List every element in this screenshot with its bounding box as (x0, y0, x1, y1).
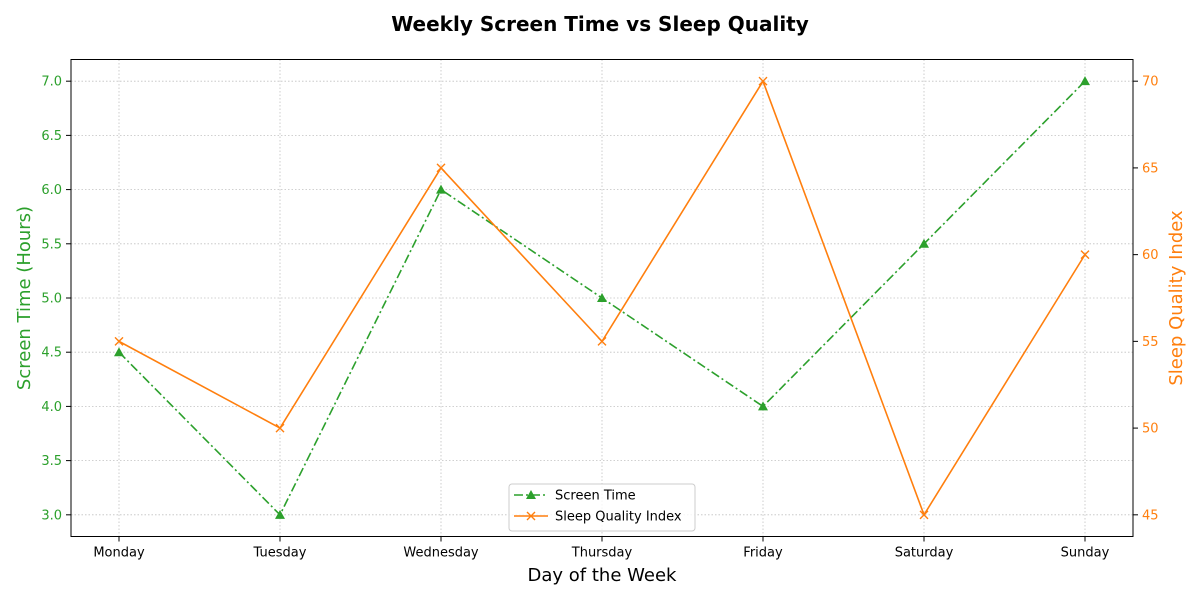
y2-axis-label: Sleep Quality Index (1166, 210, 1187, 386)
data-point-triangle-marker (275, 509, 285, 519)
data-point-x-marker (597, 336, 607, 346)
y-axis-label: Screen Time (Hours) (14, 206, 35, 390)
y-tick-label: 5.5 (41, 237, 62, 252)
x-tick-label: Thursday (571, 546, 633, 561)
y2-tick-label: 60 (1142, 248, 1159, 263)
data-point-triangle-marker (114, 347, 124, 357)
y-tick-label: 5.0 (41, 292, 62, 307)
series-layer (114, 76, 1090, 520)
y-tick-label: 3.0 (41, 508, 62, 523)
x-tick-label: Monday (93, 546, 145, 561)
x-tick-label: Tuesday (253, 546, 307, 561)
y-axis-left: 3.0 3.5 4.0 4.5 5.0 5.5 6.0 6.5 7.0 (41, 75, 71, 523)
x-tick-label: Saturday (895, 546, 954, 561)
chart-title: Weekly Screen Time vs Sleep Quality (391, 12, 809, 36)
y-tick-label: 4.5 (41, 346, 62, 361)
data-point-triangle-marker (1080, 76, 1090, 86)
x-axis: Monday Tuesday Wednesday Thursday Friday Satu… (93, 536, 1110, 561)
legend-label-sleep-quality: Sleep Quality Index (555, 510, 682, 525)
y-tick-label: 4.0 (41, 400, 62, 415)
legend: Screen Time Sleep Quality Index (508, 483, 696, 532)
y2-tick-label: 70 (1142, 75, 1159, 90)
y2-tick-label: 45 (1142, 508, 1159, 523)
y-tick-label: 3.5 (41, 454, 62, 469)
y-tick-label: 7.0 (41, 75, 62, 90)
data-point-triangle-marker (436, 184, 446, 194)
legend-box (508, 483, 696, 532)
data-point-triangle-marker (919, 238, 929, 248)
x-axis-label: Day of the Week (528, 565, 677, 586)
data-point-x-marker (919, 510, 929, 520)
data-point-x-marker (114, 336, 124, 346)
legend-marker-triangle-icon (526, 490, 536, 499)
y2-tick-label: 50 (1142, 422, 1159, 437)
y-axis-right: 45 50 55 60 65 70 (1133, 75, 1159, 523)
data-point-x-marker (758, 76, 768, 86)
x-tick-label: Friday (743, 546, 783, 561)
y-tick-label: 6.0 (41, 183, 62, 198)
y-tick-label: 6.5 (41, 129, 62, 144)
legend-label-screen-time: Screen Time (555, 489, 636, 504)
data-point-triangle-marker (758, 401, 768, 411)
y2-tick-label: 65 (1142, 161, 1159, 176)
data-point-triangle-marker (597, 293, 607, 302)
legend-marker-x-icon (526, 511, 536, 521)
x-tick-label: Wednesday (403, 546, 479, 561)
x-tick-label: Sunday (1061, 546, 1110, 561)
data-point-x-marker (436, 163, 446, 173)
y2-tick-label: 55 (1142, 335, 1159, 350)
data-point-x-marker (1080, 250, 1090, 260)
data-point-x-marker (275, 423, 285, 433)
